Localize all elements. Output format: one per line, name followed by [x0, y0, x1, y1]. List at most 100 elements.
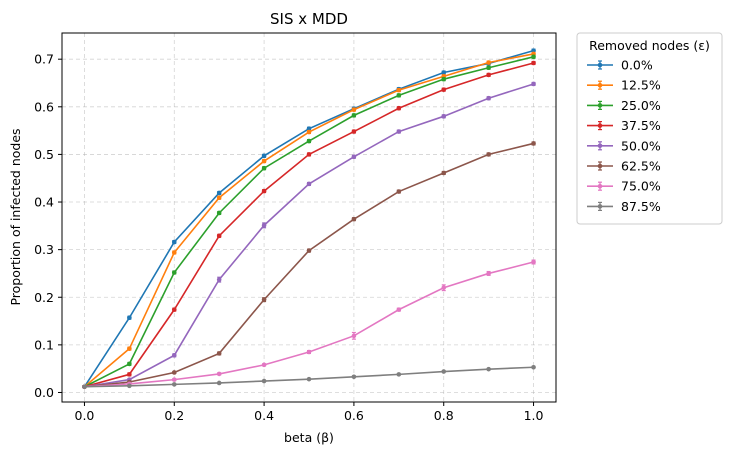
- data-point: [351, 129, 357, 134]
- legend-label: 0.0%: [621, 58, 653, 73]
- data-point: [486, 95, 491, 101]
- legend-swatch-marker: [597, 103, 603, 108]
- x-tick-label: 0.6: [344, 408, 364, 423]
- data-point: [396, 372, 402, 377]
- data-point: [441, 369, 447, 374]
- x-tick-label: 0.4: [254, 408, 274, 423]
- data-point: [171, 307, 177, 312]
- data-point: [306, 376, 312, 382]
- legend-entry: 25.0%: [587, 98, 661, 113]
- y-tick-label: 0.1: [34, 337, 54, 352]
- data-point: [171, 382, 177, 387]
- legend-label: 62.5%: [621, 159, 661, 174]
- data-point: [441, 76, 447, 82]
- legend-entry: 12.5%: [587, 78, 661, 93]
- data-point: [306, 138, 312, 144]
- legend-entries: 0.0% 12.5% 25.0% 37.5% 50.0% 62.5% 75.0% 87.5%: [587, 58, 661, 214]
- data-point: [306, 349, 312, 355]
- data-point: [441, 70, 447, 75]
- data-point: [396, 105, 402, 111]
- legend-frame: [576, 32, 723, 225]
- legend-label: 12.5%: [621, 78, 661, 93]
- legend-label: 75.0%: [621, 179, 661, 194]
- series-12-5-: [82, 51, 536, 390]
- data-point: [216, 371, 222, 377]
- data-point: [171, 270, 177, 275]
- data-point: [306, 152, 312, 157]
- y-tick-label: 0.3: [34, 242, 54, 257]
- data-point: [261, 188, 267, 194]
- legend-label: 87.5%: [621, 199, 661, 214]
- data-point: [216, 233, 222, 239]
- data-point: [441, 87, 447, 92]
- y-tick-label: 0.6: [34, 99, 54, 114]
- series-75-0-: [82, 259, 536, 390]
- data-point: [216, 380, 222, 386]
- y-tick-label: 0.0: [34, 385, 54, 400]
- data-point: [127, 346, 132, 351]
- data-point: [531, 60, 536, 66]
- data-point: [127, 372, 132, 377]
- data-point: [351, 216, 357, 222]
- legend-entry: 75.0%: [587, 179, 661, 194]
- data-point: [216, 210, 222, 216]
- legend-swatch-marker: [597, 123, 603, 128]
- data-point: [351, 374, 357, 380]
- data-point: [396, 189, 402, 194]
- series-line: [84, 56, 534, 388]
- data-point: [441, 114, 447, 119]
- data-point: [82, 384, 87, 390]
- data-point: [216, 277, 222, 282]
- data-point: [486, 152, 491, 157]
- legend-swatch-marker: [597, 143, 603, 149]
- data-point: [306, 126, 312, 132]
- chart-title: SIS x MDD: [270, 10, 348, 28]
- legend-entry: 50.0%: [587, 138, 661, 153]
- data-point: [396, 129, 402, 134]
- data-point: [171, 250, 177, 255]
- data-point: [127, 383, 132, 389]
- data-point: [216, 190, 222, 196]
- plot-frame: [61, 32, 557, 403]
- data-point: [531, 259, 536, 265]
- series-0-0-: [82, 48, 536, 390]
- data-point: [306, 248, 312, 253]
- data-point: [441, 285, 447, 291]
- y-axis-ticks: 0.0 0.1 0.2 0.3 0.4 0.5 0.6 0.7: [34, 52, 62, 400]
- data-point: [261, 297, 267, 302]
- x-tick-label: 0.0: [75, 408, 95, 423]
- data-point: [351, 113, 357, 118]
- data-point: [127, 315, 132, 321]
- series-25-0-: [82, 54, 536, 390]
- legend-swatch-marker: [597, 163, 603, 169]
- data-point: [486, 65, 491, 71]
- legend-entry: 0.0%: [587, 58, 653, 73]
- data-point: [261, 378, 267, 384]
- legend-title: Removed nodes (ε): [589, 38, 710, 53]
- data-point: [171, 370, 177, 375]
- data-point: [171, 377, 177, 382]
- data-point: [351, 154, 357, 160]
- legend-label: 37.5%: [621, 118, 661, 133]
- data-point: [351, 333, 357, 339]
- data-point: [261, 362, 267, 368]
- data-point: [261, 223, 267, 228]
- x-tick-label: 0.8: [434, 408, 454, 423]
- y-tick-label: 0.4: [34, 195, 54, 210]
- data-point: [531, 364, 536, 370]
- data-point: [396, 87, 402, 93]
- data-point: [486, 366, 491, 372]
- data-point: [486, 60, 491, 65]
- legend: Removed nodes (ε) 0.0% 12.5% 25.0% 37.5% 50.…: [576, 32, 723, 225]
- series-37-5-: [82, 60, 536, 390]
- series-line: [84, 62, 534, 388]
- data-point: [351, 107, 357, 112]
- data-point: [531, 81, 536, 87]
- data-point: [261, 158, 267, 164]
- data-point: [261, 165, 267, 171]
- data-point: [127, 361, 132, 367]
- data-point: [171, 353, 177, 358]
- legend-swatch-marker: [597, 204, 603, 209]
- data-point: [216, 351, 222, 356]
- legend-label: 25.0%: [621, 98, 661, 113]
